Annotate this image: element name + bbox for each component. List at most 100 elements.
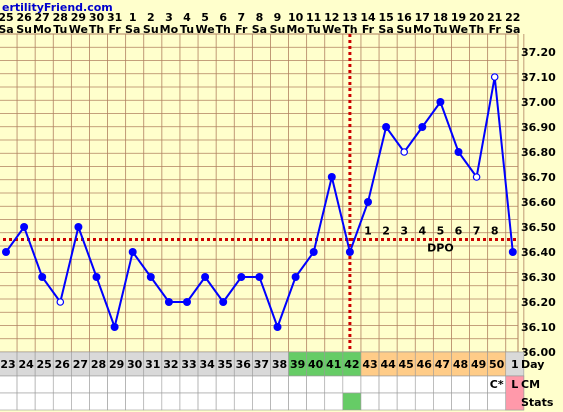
cycle-day-label: 27	[73, 358, 88, 371]
cycle-day-label: 41	[326, 358, 341, 371]
dpo-number: 7	[473, 225, 481, 238]
date-label: 6	[219, 11, 227, 24]
weekday-label: Tu	[180, 23, 194, 36]
stats-cell	[143, 392, 163, 411]
weekday-label: Sa	[252, 23, 267, 36]
site-title: ertilityFriend.com	[2, 1, 113, 14]
stats-cell	[469, 392, 488, 411]
temperature-point	[309, 248, 318, 256]
cycle-day-label: 1	[511, 358, 519, 371]
temperature-point	[164, 298, 173, 306]
cm-cell	[143, 375, 163, 394]
cm-cell	[107, 375, 126, 394]
temperature-point	[255, 273, 264, 281]
temperature-point	[472, 173, 481, 181]
cm-cell	[89, 375, 108, 394]
stats-cell	[125, 392, 145, 411]
cm-mark-bg	[505, 375, 525, 411]
date-label: 12	[324, 11, 339, 24]
stats-cell	[233, 392, 253, 411]
cycle-day-label: 39	[290, 358, 305, 371]
weekday-label: We	[449, 23, 468, 36]
date-label: 28	[53, 11, 68, 24]
plot-grid	[0, 33, 525, 353]
date-label: 25	[0, 11, 14, 24]
cycle-day-label: 42	[344, 358, 359, 371]
stats-cell	[360, 392, 380, 411]
y-tick-label: 36.80	[521, 146, 556, 159]
temperature-point	[273, 323, 282, 331]
dpo-number: 2	[382, 225, 390, 238]
y-tick-label: 36.70	[521, 171, 556, 184]
temperature-point	[508, 248, 517, 256]
stats-cell	[16, 392, 36, 411]
cycle-day-label: 49	[471, 358, 486, 371]
stats-cell	[252, 392, 271, 411]
cm-cell	[252, 375, 271, 394]
stats-cell	[161, 392, 181, 411]
cm-cell	[378, 375, 398, 394]
dpo-number: 4	[418, 225, 426, 238]
weekday-label: Tu	[433, 23, 447, 36]
cycle-day-label: 33	[181, 358, 196, 371]
weekday-label: Th	[216, 23, 231, 36]
temperature-point	[74, 223, 83, 231]
cm-mark: C*	[490, 378, 504, 391]
weekday-label: Th	[89, 23, 104, 36]
cm-cell	[197, 375, 217, 394]
temperature-point	[436, 98, 445, 106]
cycle-day-label: 28	[91, 358, 106, 371]
cm-cell	[324, 375, 344, 394]
date-label: 19	[451, 11, 466, 24]
date-label: 8	[256, 11, 264, 24]
cycle-day-label: 35	[218, 358, 233, 371]
weekday-label: Sa	[505, 23, 520, 36]
temperature-point	[291, 273, 300, 281]
weekday-label: Mo	[286, 23, 305, 36]
weekday-label: Sa	[378, 23, 393, 36]
stats-cell	[0, 392, 18, 411]
cycle-day-label: 29	[109, 358, 124, 371]
temperature-point	[364, 198, 372, 206]
temperature-point	[183, 298, 191, 306]
cm-cell	[215, 375, 235, 394]
cycle-day-label: 24	[18, 358, 34, 371]
cycle-day-label: 46	[417, 358, 433, 371]
date-label: 15	[378, 11, 393, 24]
cycle-day-label: 30	[127, 358, 143, 371]
dpo-number: 1	[364, 225, 372, 238]
weekday-label: Su	[270, 23, 286, 36]
cm-cell	[288, 375, 307, 394]
stats-cell	[288, 392, 307, 411]
dpo-label: DPO	[427, 242, 454, 255]
stats-cell	[306, 392, 326, 411]
stats-cell	[451, 392, 470, 411]
date-label: 26	[16, 11, 32, 24]
date-label: 17	[415, 11, 430, 24]
stats-cell	[378, 392, 398, 411]
stats-cell	[324, 392, 344, 411]
cm-cell	[306, 375, 326, 394]
temperature-point	[2, 248, 10, 256]
temperature-point	[382, 123, 391, 131]
cm-cell	[451, 375, 470, 394]
temperature-point	[490, 73, 499, 81]
cm-cell	[342, 375, 362, 394]
stats-cell	[52, 392, 72, 411]
temperature-point	[146, 273, 155, 281]
temperature-point	[418, 123, 427, 131]
stats-cell	[433, 392, 452, 411]
stats-cell	[71, 392, 90, 411]
cm-mark: L	[511, 378, 518, 391]
temperature-line	[5, 76, 514, 331]
cycle-day-label: 40	[308, 358, 324, 371]
stats-cell	[396, 392, 416, 411]
cm-cell	[16, 375, 36, 394]
dpo-number: 8	[491, 225, 499, 238]
cycle-day-label: 38	[272, 358, 287, 371]
date-label: 21	[487, 11, 502, 24]
dpo-number: 3	[400, 225, 408, 238]
cycle-day-label: 37	[254, 358, 269, 371]
weekday-label: Fr	[235, 23, 248, 36]
weekday-label: Th	[469, 23, 484, 36]
